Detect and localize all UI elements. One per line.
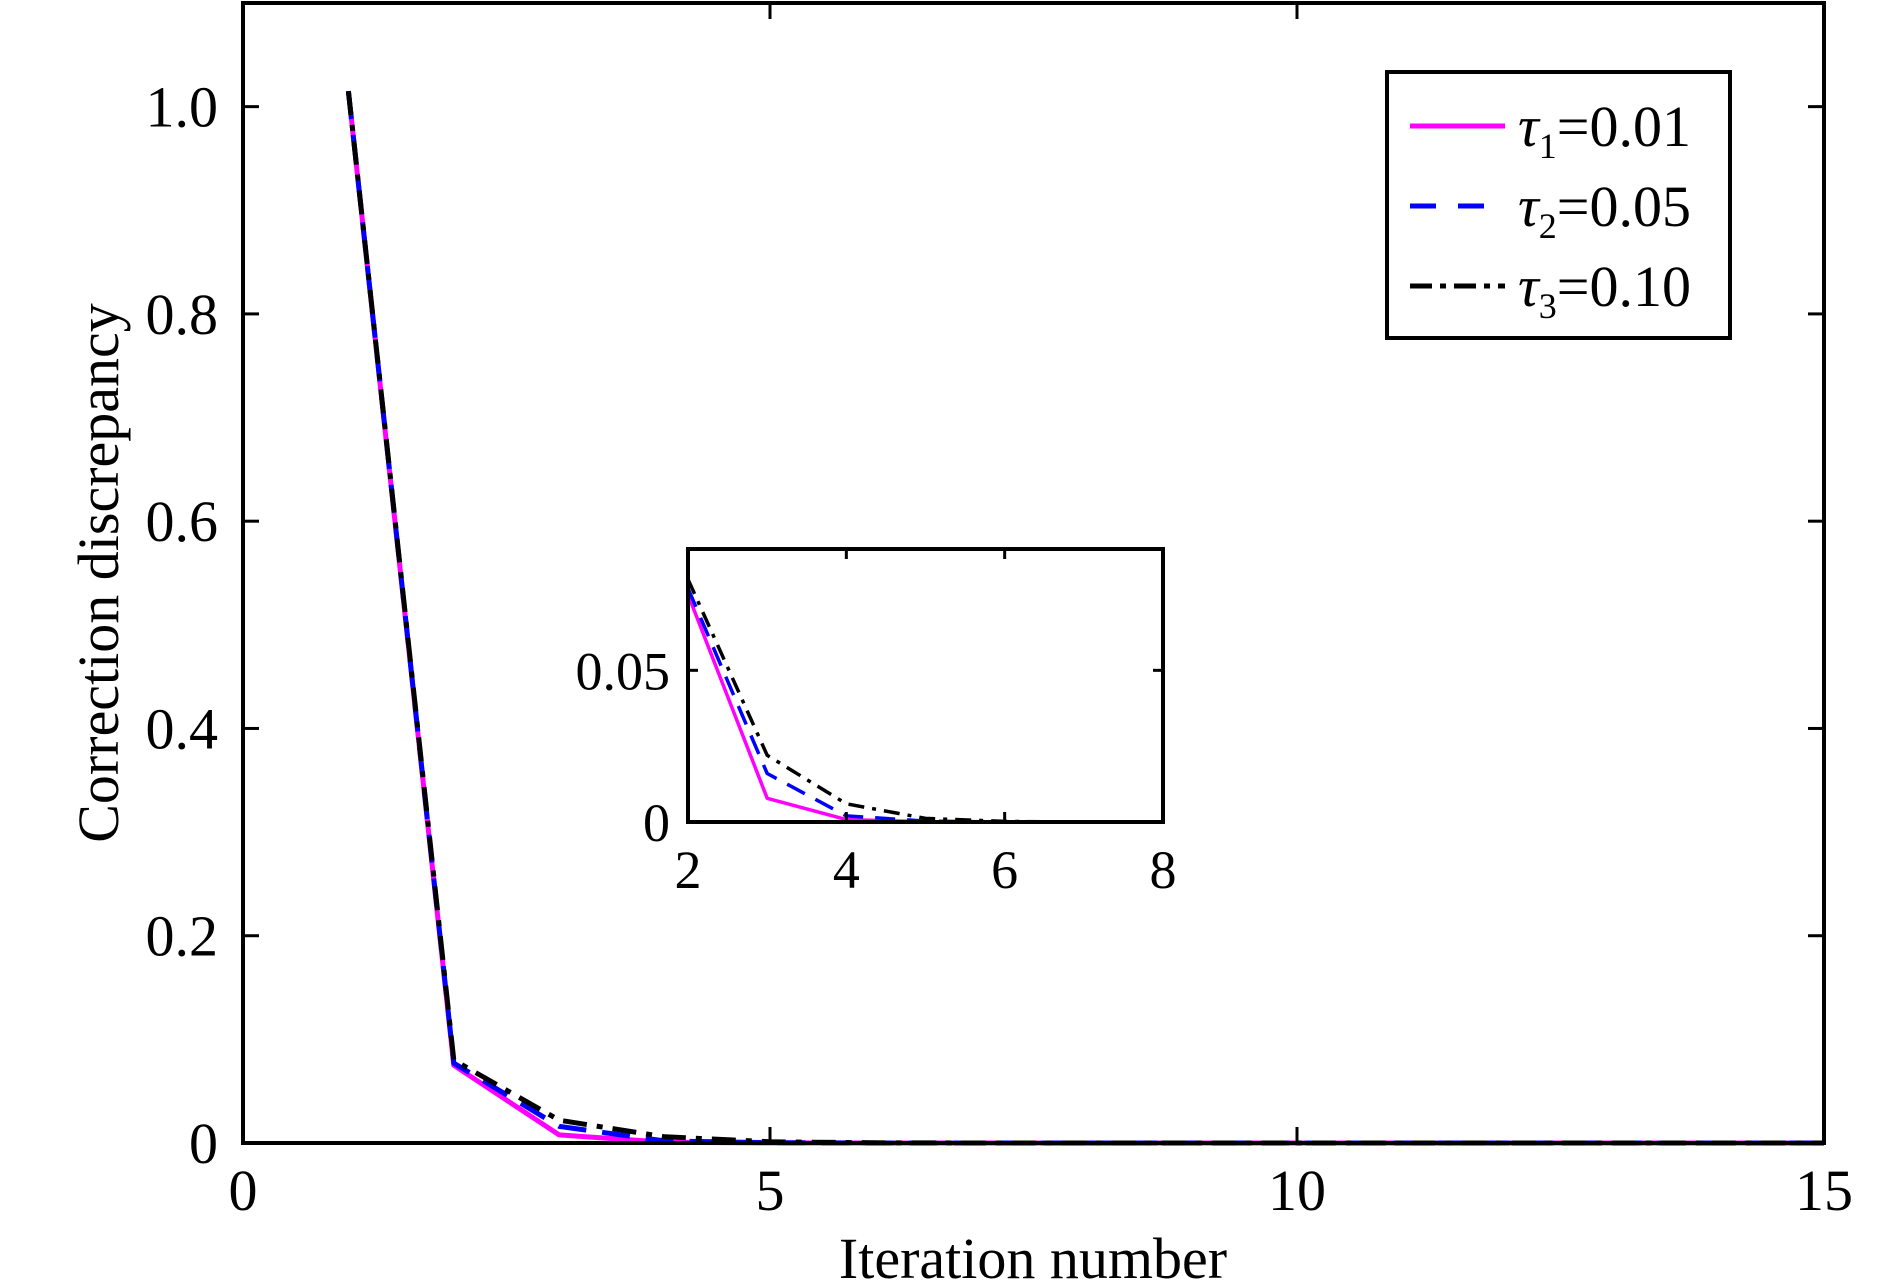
x-tick-label: 5 (756, 1158, 785, 1223)
inset-plot-background (688, 549, 1163, 822)
inset-x-tick-label: 2 (675, 840, 702, 900)
x-tick-label: 10 (1268, 1158, 1326, 1223)
inset-x-tick-label: 6 (991, 840, 1018, 900)
inset-x-tick-label: 4 (833, 840, 860, 900)
y-tick-label: 0.6 (146, 489, 219, 554)
legend: τ1=0.01 τ2=0.05 τ3=0.10 (1385, 70, 1732, 340)
inset-series-line-3 (686, 578, 1163, 824)
y-tick-label: 1.0 (146, 75, 219, 140)
y-axis-title: Correction discrepancy (66, 303, 131, 843)
main-plot-tick-labels: 0 5 10 15 0 0.2 0.4 0.6 0.8 1.0 (146, 75, 1854, 1223)
legend-entries: τ1=0.01 τ2=0.05 τ3=0.10 (1410, 94, 1691, 326)
legend-label-2: τ2=0.05 (1518, 174, 1691, 246)
x-tick-label: 15 (1795, 1158, 1853, 1223)
main-plot: 0 5 10 15 0 0.2 0.4 0.6 0.8 1.0 (146, 1, 1854, 1223)
inset-x-tick-label: 8 (1150, 840, 1177, 900)
inset-y-tick-label: 0 (643, 793, 670, 853)
inset-plot-frame (686, 547, 1165, 824)
x-axis-title: Iteration number (839, 1226, 1227, 1287)
inset-plot-tick-labels: 2 4 6 8 0 0.05 (576, 641, 1177, 900)
legend-box (1385, 70, 1732, 340)
main-plot-ticks (241, 3, 1826, 1145)
inset-plot: 2 4 6 8 0 0.05 (576, 547, 1177, 900)
main-plot-frame (241, 1, 1826, 1145)
inset-plot-ticks (686, 549, 1165, 824)
legend-label-1: τ1=0.01 (1518, 94, 1691, 166)
y-tick-label: 0.8 (146, 282, 219, 347)
y-tick-label: 0 (189, 1111, 218, 1176)
y-tick-label: 0.2 (146, 904, 219, 969)
y-tick-label: 0.4 (146, 696, 219, 761)
inset-y-tick-label: 0.05 (576, 641, 671, 701)
x-tick-label: 0 (229, 1158, 258, 1223)
legend-label-3: τ3=0.10 (1518, 254, 1691, 326)
